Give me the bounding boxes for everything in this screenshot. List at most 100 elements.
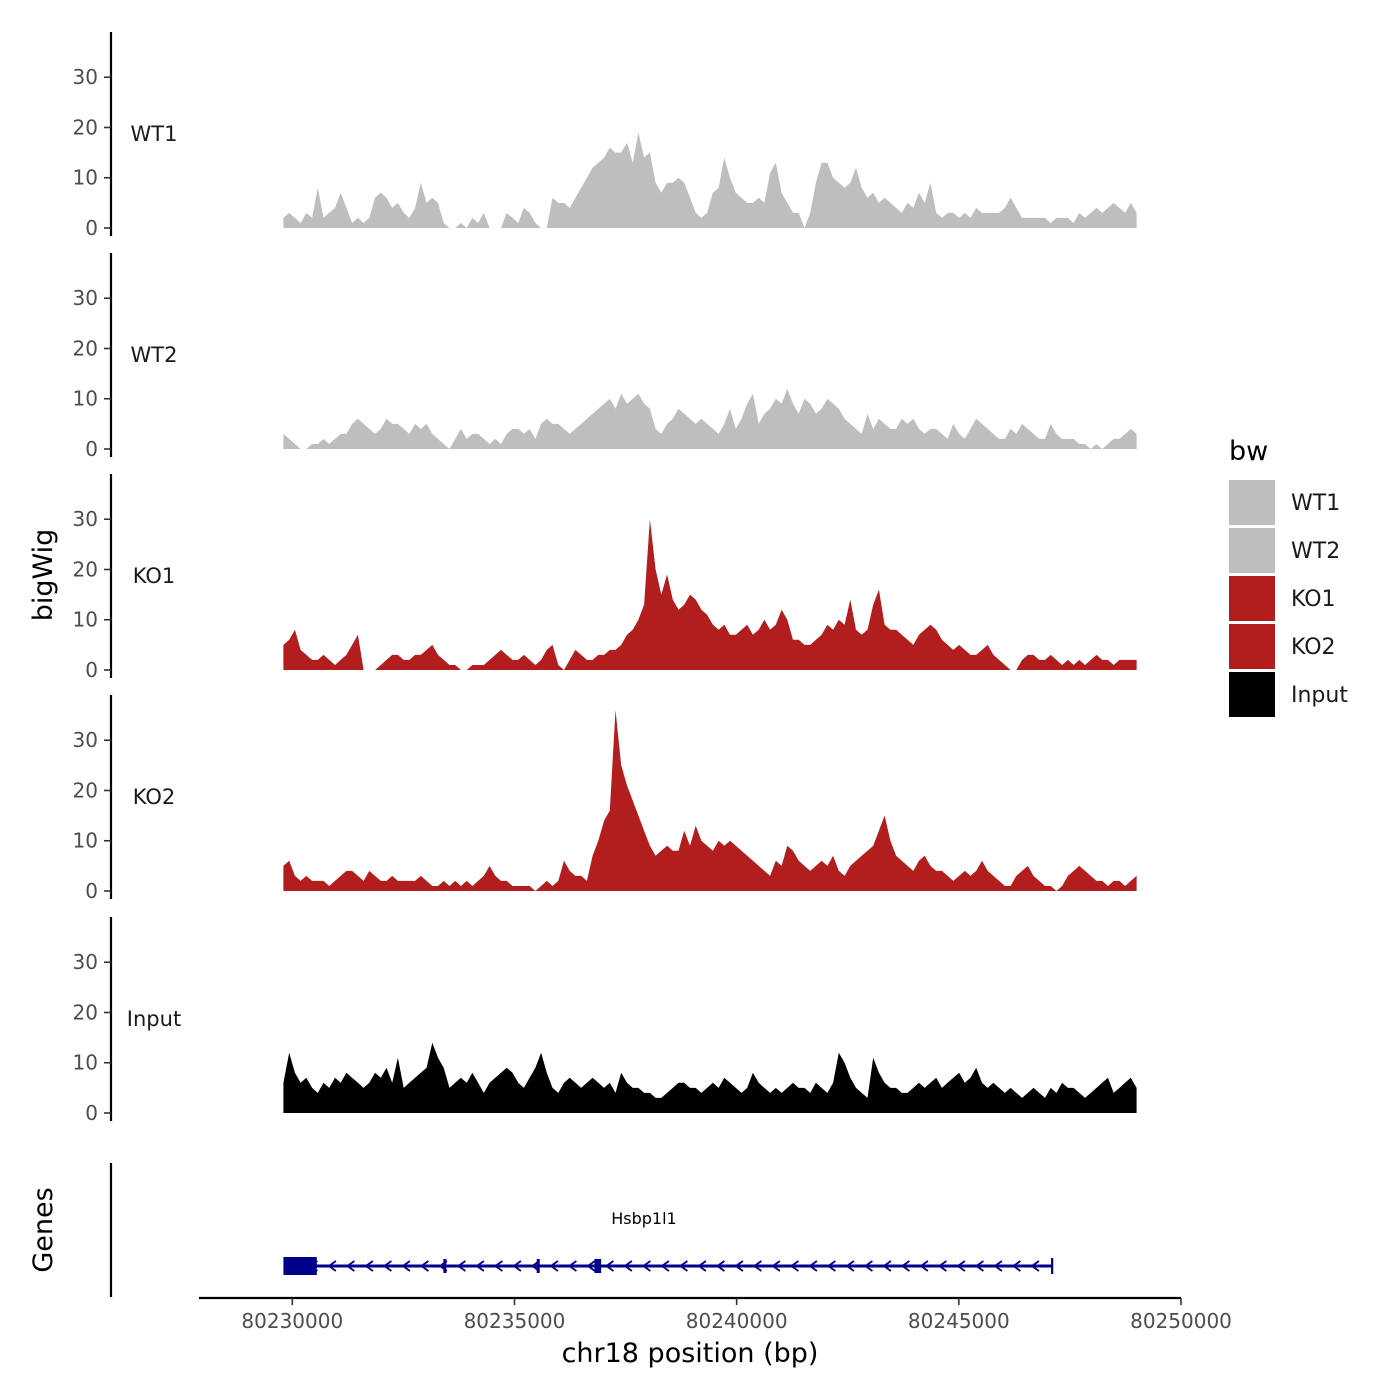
strand-arrow <box>678 1260 688 1272</box>
x-tick-label: 80235000 <box>464 1309 566 1333</box>
strand-arrow <box>882 1260 892 1272</box>
strand-arrow <box>345 1260 355 1272</box>
strand-arrow <box>826 1260 836 1272</box>
x-tick-label: 80250000 <box>1130 1309 1232 1333</box>
strand-arrow <box>475 1260 485 1272</box>
y-tick-label: 30 <box>73 286 98 310</box>
legend-swatch-wt2 <box>1229 528 1275 573</box>
y-tick-label: 30 <box>73 950 98 974</box>
y-tick-label: 10 <box>73 829 98 853</box>
strand-arrow <box>549 1260 559 1272</box>
y-tick-label: 20 <box>73 778 98 802</box>
signal-area-ko1 <box>283 519 1137 670</box>
y-tick-label: 30 <box>73 728 98 752</box>
gene-model <box>283 1257 1054 1275</box>
y-tick-label: 0 <box>85 437 98 461</box>
signal-area-wt2 <box>283 388 1137 449</box>
y-tick-label: 10 <box>73 1051 98 1075</box>
signal-panels: 0 10 20 30 WT1 0 10 20 30 WT2 0 10 20 30 KO1 0 10 20 30 KO2… <box>73 32 1137 1125</box>
strand-arrow <box>382 1260 392 1272</box>
x-tick-label: 80240000 <box>686 1309 788 1333</box>
strand-arrow <box>752 1260 762 1272</box>
legend-label-wt1: WT1 <box>1291 491 1340 516</box>
track-wt1: 0 10 20 30 WT1 <box>73 32 1137 240</box>
gene-exon <box>594 1259 602 1273</box>
y-axis-title: bigWig <box>28 529 59 622</box>
x-tick-label: 80245000 <box>908 1309 1010 1333</box>
x-axis-title: chr18 position (bp) <box>562 1338 819 1369</box>
strand-arrow <box>863 1260 873 1272</box>
strand-arrow <box>937 1260 947 1272</box>
strand-arrow <box>993 1260 1003 1272</box>
y-tick-label: 20 <box>73 115 98 139</box>
track-ko1: 0 10 20 30 KO1 <box>73 474 1137 682</box>
strand-arrow <box>456 1260 466 1272</box>
x-axis: 80230000 80235000 80240000 80245000 80250000 <box>199 1296 1232 1333</box>
strand-arrow <box>697 1260 707 1272</box>
strand-arrow <box>327 1260 337 1272</box>
y-tick-label: 10 <box>73 166 98 190</box>
track-input: 0 10 20 30 Input <box>73 917 1137 1125</box>
strand-arrow <box>604 1260 614 1272</box>
strand-arrow <box>1011 1260 1021 1272</box>
track-label-wt1: WT1 <box>131 122 178 146</box>
gene-exon <box>283 1257 317 1275</box>
signal-area-wt1 <box>283 132 1137 228</box>
y-tick-label: 0 <box>85 879 98 903</box>
signal-area-ko2 <box>283 710 1137 891</box>
legend: bw WT1 WT2 KO1 KO2 Input <box>1229 436 1348 717</box>
legend-title: bw <box>1229 436 1268 467</box>
legend-swatch-input <box>1229 672 1275 717</box>
x-tick-label: 80230000 <box>241 1309 343 1333</box>
strand-arrow <box>660 1260 670 1272</box>
strand-arrow <box>641 1260 651 1272</box>
y-tick-label: 0 <box>85 658 98 682</box>
legend-swatch-ko1 <box>1229 576 1275 621</box>
strand-arrow <box>900 1260 910 1272</box>
strand-arrow <box>974 1260 984 1272</box>
strand-arrow <box>919 1260 929 1272</box>
signal-area-input <box>283 1042 1137 1113</box>
strand-arrow <box>419 1260 429 1272</box>
strand-arrow <box>845 1260 855 1272</box>
y-tick-label: 10 <box>73 608 98 632</box>
track-label-ko1: KO1 <box>133 564 176 588</box>
strand-arrow <box>512 1260 522 1272</box>
gene-exon <box>536 1259 540 1273</box>
gene-exon <box>443 1259 447 1273</box>
legend-label-wt2: WT2 <box>1291 539 1340 564</box>
strand-arrow <box>623 1260 633 1272</box>
strand-arrow <box>567 1260 577 1272</box>
strand-arrow <box>956 1260 966 1272</box>
track-label-wt2: WT2 <box>131 343 178 367</box>
strand-arrow <box>789 1260 799 1272</box>
y-tick-label: 10 <box>73 387 98 411</box>
track-wt2: 0 10 20 30 WT2 <box>73 253 1137 461</box>
legend-swatch-ko2 <box>1229 624 1275 669</box>
track-label-input: Input <box>127 1007 181 1031</box>
y-tick-label: 20 <box>73 1000 98 1024</box>
strand-arrow <box>401 1260 411 1272</box>
strand-arrow <box>1030 1260 1040 1272</box>
y-tick-label: 30 <box>73 507 98 531</box>
legend-label-ko1: KO1 <box>1291 587 1336 612</box>
strand-arrow <box>364 1260 374 1272</box>
y-tick-label: 0 <box>85 216 98 240</box>
legend-label-input: Input <box>1291 683 1348 708</box>
y-tick-label: 0 <box>85 1101 98 1125</box>
y-tick-label: 30 <box>73 65 98 89</box>
strand-arrow <box>715 1260 725 1272</box>
strand-arrow <box>808 1260 818 1272</box>
legend-label-ko2: KO2 <box>1291 635 1336 660</box>
y-tick-label: 20 <box>73 557 98 581</box>
strand-arrow <box>586 1260 596 1272</box>
genes-panel: Genes Hsbp1l1 <box>28 1163 1054 1297</box>
genes-axis-title: Genes <box>28 1187 59 1272</box>
strand-arrow <box>493 1260 503 1272</box>
track-label-ko2: KO2 <box>133 785 176 809</box>
legend-swatch-wt1 <box>1229 480 1275 525</box>
track-ko2: 0 10 20 30 KO2 <box>73 695 1137 903</box>
strand-arrow <box>734 1260 744 1272</box>
gene-name-label: Hsbp1l1 <box>611 1209 676 1228</box>
